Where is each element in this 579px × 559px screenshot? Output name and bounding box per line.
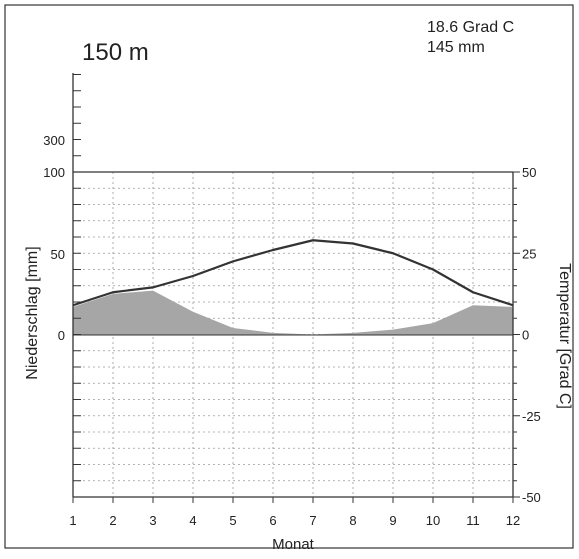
x-tick-label: 4 <box>189 513 196 528</box>
left-tick-label: 300 <box>43 133 65 148</box>
x-tick-label: 3 <box>149 513 156 528</box>
x-axis-label: Monat <box>272 536 315 553</box>
right-tick-label: 0 <box>522 328 529 343</box>
left-tick-label: 100 <box>43 165 65 180</box>
right-tick-label: 25 <box>522 246 536 261</box>
x-tick-label: 9 <box>389 513 396 528</box>
x-tick-label: 1 <box>69 513 76 528</box>
x-tick-label: 11 <box>466 513 480 528</box>
x-tick-label: 5 <box>229 513 236 528</box>
x-tick-label: 12 <box>506 513 520 528</box>
right-tick-label: -25 <box>522 409 541 424</box>
x-tick-label: 2 <box>109 513 116 528</box>
temperature-line <box>72 239 514 307</box>
left-tick-label: 50 <box>51 247 65 262</box>
x-tick-label: 6 <box>269 513 276 528</box>
tick-marks <box>72 74 520 503</box>
data-areas <box>72 239 514 335</box>
y-axis-label-right: Temperatur [Grad C] <box>556 263 573 409</box>
y-axis-label-left: Niederschlag [mm] <box>24 246 41 379</box>
x-tick-label: 7 <box>309 513 316 528</box>
elevation-label: 150 m <box>82 39 149 66</box>
right-tick-label: 50 <box>522 165 536 180</box>
right-tick-label: -50 <box>522 490 541 505</box>
x-tick-label: 8 <box>349 513 356 528</box>
x-tick-label: 10 <box>426 513 440 528</box>
precipitation-area <box>73 290 513 335</box>
annual-precipitation: 145 mm <box>427 39 485 56</box>
annual-temperature: 18.6 Grad C <box>427 19 514 36</box>
left-tick-label: 0 <box>58 328 65 343</box>
chart-border <box>4 4 574 549</box>
